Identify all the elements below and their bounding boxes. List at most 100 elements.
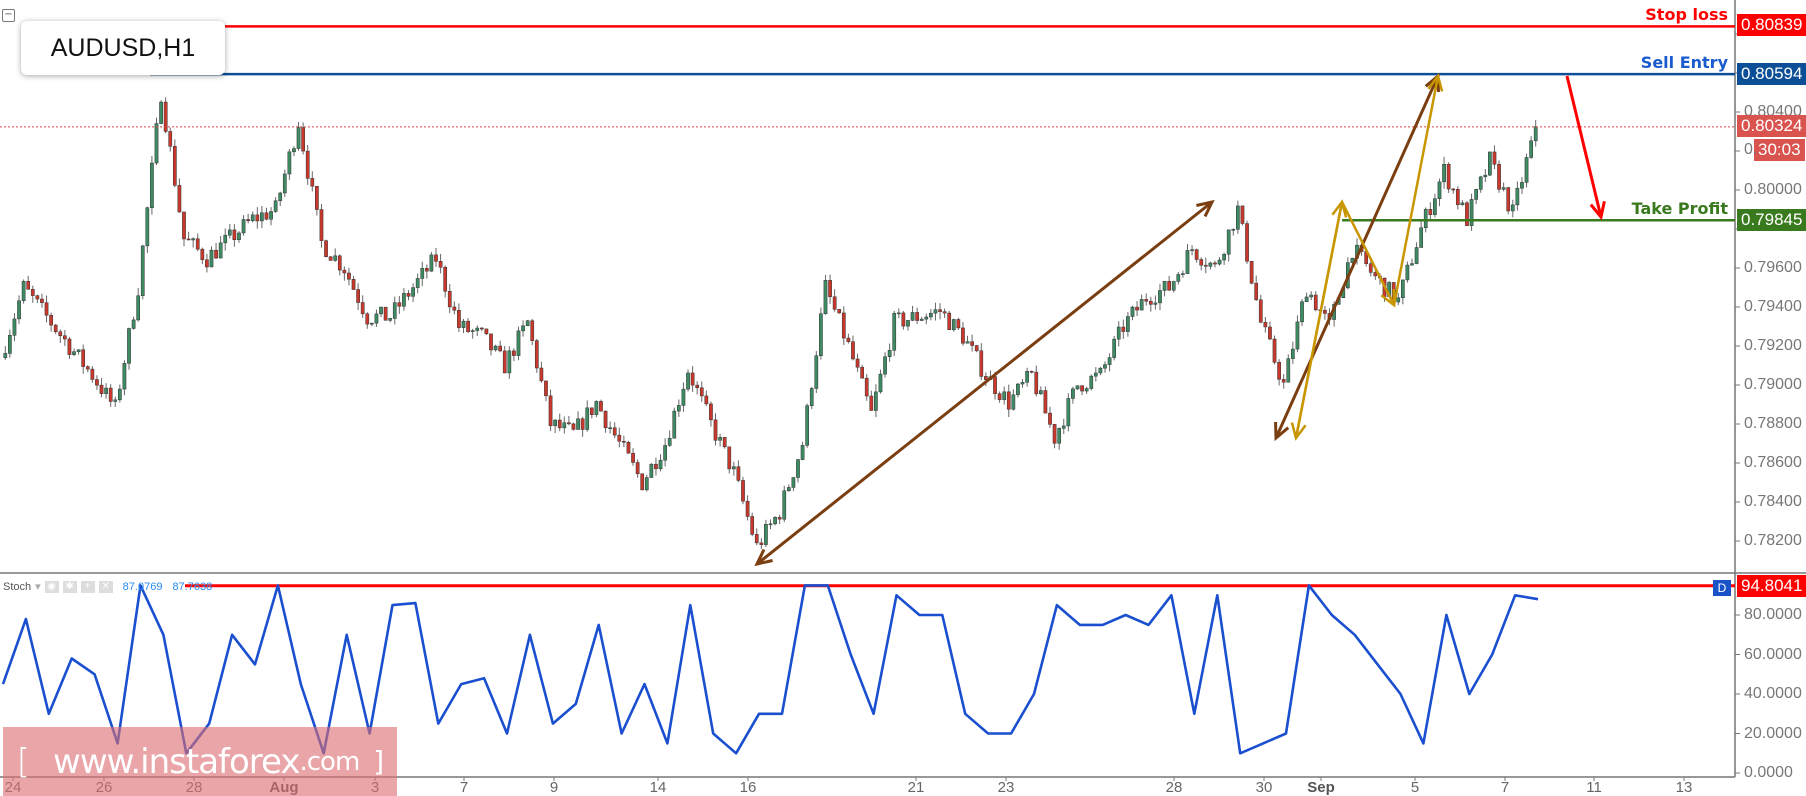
eye-icon[interactable]: ◉ bbox=[44, 580, 59, 593]
candle-up bbox=[1025, 371, 1029, 383]
candle-down bbox=[603, 410, 608, 429]
candle-up bbox=[1529, 140, 1533, 158]
candle-down bbox=[1213, 262, 1217, 265]
candle-up bbox=[1236, 205, 1240, 230]
plus-icon[interactable]: + bbox=[80, 580, 95, 593]
candle-down bbox=[837, 309, 842, 314]
candle-down bbox=[315, 185, 319, 210]
candle-down bbox=[195, 238, 200, 250]
price-tick-label: 0.79600 bbox=[1744, 259, 1802, 276]
candle-down bbox=[846, 337, 851, 342]
price-tick-label: 0.78200 bbox=[1744, 532, 1802, 549]
candle-down bbox=[1451, 188, 1456, 191]
candle-down bbox=[489, 333, 493, 351]
candle-up bbox=[269, 211, 273, 220]
candle-down bbox=[626, 442, 631, 454]
candle-up bbox=[1533, 126, 1538, 142]
candle-down bbox=[365, 313, 370, 325]
price-tick-label: 0.79400 bbox=[1744, 298, 1802, 315]
candle-down bbox=[1203, 264, 1208, 267]
candle-up bbox=[672, 410, 677, 439]
candle-up bbox=[874, 391, 878, 411]
candle-up bbox=[1176, 274, 1181, 282]
candle-up bbox=[773, 517, 777, 525]
candle-down bbox=[777, 517, 782, 520]
date-label: 9 bbox=[549, 779, 559, 796]
candle-up bbox=[461, 320, 466, 328]
candle-down bbox=[232, 229, 237, 241]
candle-up bbox=[924, 316, 929, 320]
minimize-icon[interactable]: − bbox=[2, 9, 15, 22]
candle-up bbox=[470, 330, 475, 332]
candle-down bbox=[1268, 326, 1272, 340]
sell-entry-price-badge: 0.80594 bbox=[1737, 63, 1806, 85]
candle-down bbox=[324, 240, 328, 257]
candle-down bbox=[704, 395, 709, 405]
candle-down bbox=[301, 127, 305, 152]
candle-up bbox=[278, 192, 283, 202]
candle-down bbox=[530, 320, 535, 341]
stoch-title[interactable]: Stoch bbox=[3, 580, 32, 593]
date-label: 30 bbox=[1255, 779, 1273, 796]
chevron-down-icon[interactable]: ▾ bbox=[35, 581, 41, 593]
candle-up bbox=[731, 466, 736, 470]
candle-down bbox=[172, 146, 177, 186]
candle-down bbox=[1052, 424, 1057, 444]
candle-down bbox=[1254, 282, 1259, 301]
close-icon[interactable]: ✕ bbox=[98, 580, 113, 593]
candle-down bbox=[424, 268, 429, 272]
candle-up bbox=[1208, 262, 1213, 267]
candle-up bbox=[140, 245, 145, 296]
gear-icon[interactable]: ✱ bbox=[62, 580, 77, 593]
candle-down bbox=[95, 379, 99, 386]
candle-up bbox=[800, 445, 805, 460]
candle-up bbox=[878, 373, 883, 393]
date-label: 23 bbox=[997, 779, 1015, 796]
candle-down bbox=[44, 302, 49, 316]
candle-up bbox=[791, 477, 796, 488]
candle-up bbox=[287, 151, 292, 175]
watermark-bracket-open: [ bbox=[16, 741, 30, 782]
candle-down bbox=[255, 214, 260, 222]
candle-down bbox=[67, 338, 72, 355]
price-tick-label: 0.78600 bbox=[1744, 454, 1802, 471]
candle-up bbox=[562, 422, 567, 429]
candle-up bbox=[525, 320, 530, 327]
candle-up bbox=[1162, 281, 1167, 291]
candle-up bbox=[1071, 388, 1075, 399]
stoch-tick-label: 20.0000 bbox=[1744, 724, 1802, 742]
candle-up bbox=[1400, 279, 1405, 299]
candle-down bbox=[1263, 322, 1268, 328]
candle-up bbox=[718, 437, 722, 441]
candle-down bbox=[1245, 223, 1249, 262]
date-label: 14 bbox=[649, 779, 667, 796]
candle-down bbox=[970, 341, 974, 346]
candle-up bbox=[1130, 306, 1135, 317]
candle-up bbox=[117, 388, 122, 401]
partial-tick-label: 0. bbox=[1744, 141, 1758, 158]
date-label: 7 bbox=[1500, 779, 1510, 796]
candle-up bbox=[104, 387, 108, 394]
candle-up bbox=[1231, 229, 1236, 231]
candle-down bbox=[864, 377, 869, 397]
candle-down bbox=[915, 312, 919, 321]
candle-down bbox=[1144, 299, 1149, 302]
candle-down bbox=[1272, 338, 1277, 363]
candle-up bbox=[1291, 348, 1295, 359]
candle-up bbox=[681, 388, 686, 406]
candle-down bbox=[1373, 272, 1378, 277]
watermark-bracket-close: ] bbox=[373, 745, 384, 778]
candle-down bbox=[832, 296, 837, 310]
red-arrow bbox=[1565, 75, 1603, 218]
candle-up bbox=[576, 418, 580, 430]
candle-down bbox=[305, 150, 310, 179]
candle-down bbox=[1080, 385, 1084, 392]
watermark-text: www.instaforex bbox=[53, 741, 300, 782]
brown-arrow-head bbox=[1274, 421, 1290, 442]
date-label: 13 bbox=[1675, 779, 1693, 796]
candle-down bbox=[479, 327, 484, 330]
candle-down bbox=[1135, 306, 1139, 311]
candle-up bbox=[786, 487, 791, 492]
candle-down bbox=[438, 261, 443, 268]
